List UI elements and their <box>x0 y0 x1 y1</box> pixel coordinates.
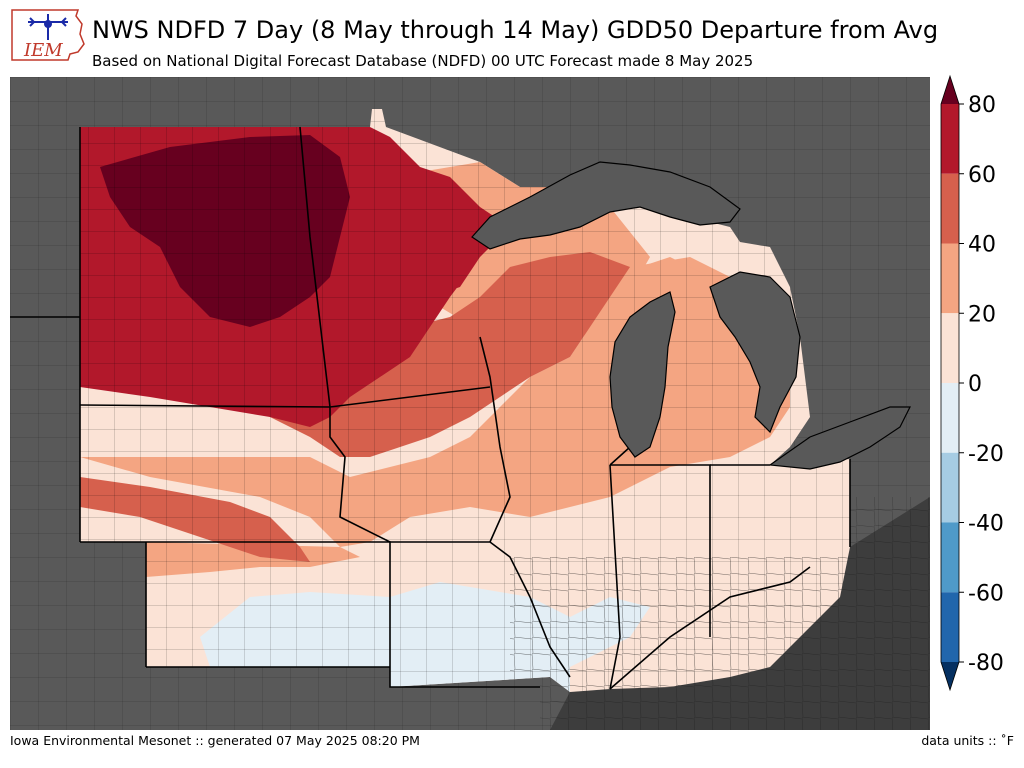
map-subtitle: Based on National Digital Forecast Datab… <box>92 52 754 70</box>
colorbar-over-arrow <box>941 76 959 104</box>
colorbar-tick-label: 40 <box>968 233 996 258</box>
colorbar-tick-label: 20 <box>968 302 996 327</box>
colorbar-tick-label: -40 <box>968 512 1004 537</box>
lake-erie <box>768 406 911 470</box>
colorbar-tick-label: 80 <box>968 93 996 118</box>
colorbar-bin-0 <box>941 104 959 174</box>
colorbar-tick-label: -80 <box>968 651 1004 676</box>
logo-text: IEM <box>23 40 63 61</box>
colorbar-bin-3 <box>941 313 959 383</box>
weather-station-icon <box>28 14 68 40</box>
map-title: NWS NDFD 7 Day (8 May through 14 May) GD… <box>92 16 939 44</box>
colorbar-tick-label: -60 <box>968 581 1004 606</box>
lake-superior <box>471 161 741 250</box>
colorbar-bin-5 <box>941 452 959 523</box>
colorbar: 80 60 40 20 0 -20 -40 -60 -80 <box>940 74 1004 692</box>
colorbar-bin-4 <box>941 383 959 453</box>
colorbar-tick-label: -20 <box>968 442 1004 467</box>
state-boundaries <box>10 126 851 690</box>
colorbar-bin-1 <box>941 173 959 244</box>
lake-huron <box>709 271 801 434</box>
colorbar-tick-label: 60 <box>968 163 996 188</box>
footer-units: data units :: ˚F <box>921 733 1014 748</box>
colorbar-bin-6 <box>941 522 959 593</box>
iem-logo: IEM <box>11 9 85 61</box>
lake-michigan <box>609 291 676 458</box>
great-lakes <box>471 161 911 470</box>
colorbar-bin-2 <box>941 243 959 314</box>
colorbar-bin-7 <box>941 592 959 662</box>
gdd-departure-map <box>10 77 930 730</box>
colorbar-tick-label: 0 <box>968 372 982 397</box>
colorbar-under-arrow <box>941 662 959 690</box>
footer-credit: Iowa Environmental Mesonet :: generated … <box>10 733 420 748</box>
